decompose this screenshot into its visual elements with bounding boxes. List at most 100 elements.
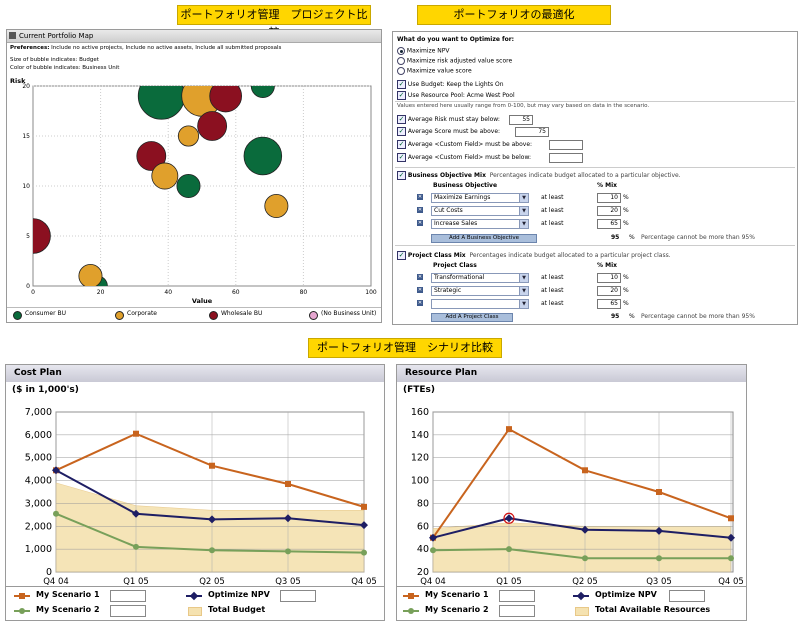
row-select[interactable]: Increase Sales ▼: [431, 219, 529, 229]
checkbox-icon[interactable]: ✓: [397, 91, 406, 100]
row-select[interactable]: Maximize Earnings ▼: [431, 193, 529, 203]
use-pool-checkbox[interactable]: ✓ Use Resource Pool: Acme West Pool: [397, 91, 515, 100]
data-point[interactable]: [655, 526, 663, 535]
data-point[interactable]: [209, 547, 215, 554]
legend-name-input[interactable]: [499, 605, 535, 617]
row-percent-input[interactable]: 65: [597, 299, 621, 309]
chevron-down-icon[interactable]: ▼: [519, 300, 528, 308]
delete-row-button[interactable]: ✕: [417, 300, 423, 306]
data-point[interactable]: [429, 533, 437, 542]
data-point[interactable]: [285, 481, 291, 487]
checkbox-icon[interactable]: ✓: [397, 251, 406, 260]
row-percent-input[interactable]: 10: [597, 273, 621, 283]
bubble[interactable]: [197, 111, 228, 141]
add-business-objective-button[interactable]: Add A Business Objective: [431, 234, 537, 243]
data-point[interactable]: [505, 514, 513, 523]
custom-above-input[interactable]: [549, 140, 583, 150]
bubble[interactable]: [16, 218, 51, 254]
data-point[interactable]: [430, 547, 436, 554]
bubble[interactable]: [209, 80, 243, 113]
data-point[interactable]: [360, 521, 368, 530]
y-tick-label: 6,000: [25, 430, 52, 441]
bubble[interactable]: [264, 194, 289, 219]
legend-name-input[interactable]: [499, 590, 535, 602]
checkbox-icon[interactable]: ✓: [397, 127, 406, 136]
selected-point-ring[interactable]: [503, 512, 515, 524]
row-select[interactable]: Cut Costs ▼: [431, 206, 529, 216]
data-point[interactable]: [582, 467, 588, 474]
y-tick-label: 140: [411, 430, 429, 441]
score-input[interactable]: 75: [515, 127, 549, 137]
chevron-down-icon[interactable]: ▼: [519, 194, 528, 202]
data-point[interactable]: [506, 546, 512, 553]
row-percent-input[interactable]: 20: [597, 206, 621, 216]
data-point[interactable]: [728, 515, 734, 522]
row-percent-input[interactable]: 65: [597, 219, 621, 229]
data-point[interactable]: [133, 543, 139, 550]
radio-icon[interactable]: [397, 57, 405, 65]
bubble[interactable]: [250, 78, 275, 98]
row-percent-sign: %: [623, 220, 629, 227]
risk-input[interactable]: 55: [509, 115, 533, 125]
radio-icon[interactable]: [397, 47, 405, 55]
legend-name-input[interactable]: [280, 590, 316, 602]
data-point[interactable]: [361, 549, 367, 556]
checkbox-icon[interactable]: ✓: [397, 171, 406, 180]
data-point[interactable]: [208, 515, 216, 524]
row-qualifier: at least: [541, 274, 564, 281]
constraint-label: Average Score must be above:: [407, 128, 501, 135]
data-point[interactable]: [506, 426, 512, 433]
option-maximize-value-score[interactable]: Maximize value score: [397, 67, 472, 75]
legend-name-input[interactable]: [110, 605, 146, 617]
data-point[interactable]: [361, 503, 367, 510]
use-budget-checkbox[interactable]: ✓ Use Budget: Keep the Lights On: [397, 80, 504, 89]
chevron-down-icon[interactable]: ▼: [519, 274, 528, 282]
legend-name-input[interactable]: [669, 590, 705, 602]
add-project-class-button[interactable]: Add A Project Class: [431, 313, 513, 322]
bubble[interactable]: [78, 264, 103, 287]
checkbox-icon[interactable]: ✓: [397, 140, 406, 149]
cost-plan-title: Cost Plan: [6, 365, 384, 382]
data-point[interactable]: [582, 555, 588, 562]
custom-below-input[interactable]: [549, 153, 583, 163]
chevron-down-icon[interactable]: ▼: [519, 287, 528, 295]
data-point[interactable]: [728, 555, 734, 562]
chevron-down-icon[interactable]: ▼: [519, 207, 528, 215]
data-point[interactable]: [53, 510, 59, 517]
delete-row-button[interactable]: ✕: [417, 287, 423, 293]
bubble[interactable]: [176, 174, 201, 199]
checkbox-icon[interactable]: ✓: [397, 115, 406, 124]
delete-row-button[interactable]: ✕: [417, 220, 423, 226]
data-point[interactable]: [656, 489, 662, 495]
data-point[interactable]: [52, 466, 60, 475]
data-point[interactable]: [581, 525, 589, 534]
data-point[interactable]: [284, 514, 292, 523]
row-select[interactable]: ▼: [431, 299, 529, 309]
bubble[interactable]: [137, 78, 186, 120]
checkbox-icon[interactable]: ✓: [397, 80, 406, 89]
row-percent-input[interactable]: 10: [597, 193, 621, 203]
checkbox-icon[interactable]: ✓: [397, 153, 406, 162]
bubble[interactable]: [136, 141, 167, 171]
row-select[interactable]: Transformational ▼: [431, 273, 529, 283]
delete-row-button[interactable]: ✕: [417, 194, 423, 200]
delete-row-button[interactable]: ✕: [417, 274, 423, 280]
data-point[interactable]: [727, 533, 735, 542]
bubble[interactable]: [243, 136, 283, 176]
radio-icon[interactable]: [397, 67, 405, 75]
data-point[interactable]: [209, 462, 215, 469]
collapse-icon[interactable]: [9, 32, 16, 39]
legend-name-input[interactable]: [110, 590, 146, 602]
delete-row-button[interactable]: ✕: [417, 207, 423, 213]
data-point[interactable]: [656, 555, 662, 562]
data-point[interactable]: [132, 509, 140, 518]
row-percent-input[interactable]: 20: [597, 286, 621, 296]
option-maximize-npv[interactable]: Maximize NPV: [397, 47, 449, 55]
option-maximize-risk-adjusted[interactable]: Maximize risk adjusted value score: [397, 57, 512, 65]
bubble[interactable]: [151, 162, 179, 190]
data-point[interactable]: [285, 548, 291, 555]
data-point[interactable]: [133, 430, 139, 437]
bubble[interactable]: [177, 125, 200, 147]
row-select[interactable]: Strategic ▼: [431, 286, 529, 296]
chevron-down-icon[interactable]: ▼: [519, 220, 528, 228]
